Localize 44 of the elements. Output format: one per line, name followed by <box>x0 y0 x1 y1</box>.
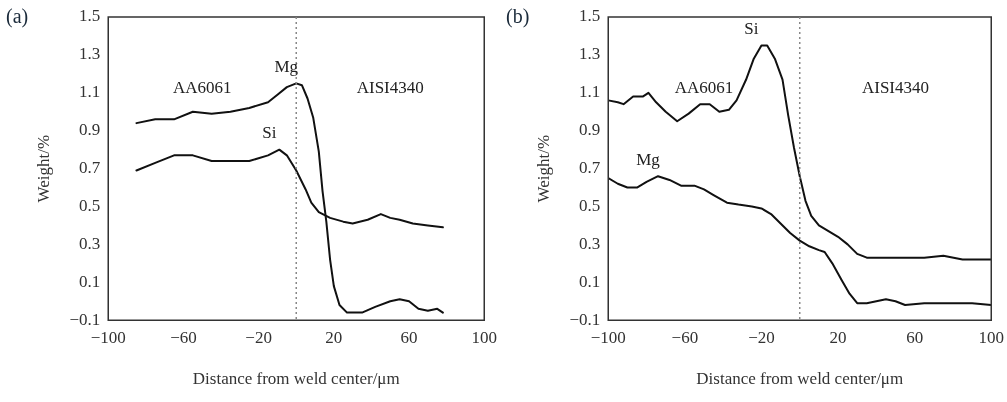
y-tick-label: 0.5 <box>578 195 601 215</box>
series-label: Mg <box>274 56 299 76</box>
y-tick-label: 1.1 <box>78 82 101 102</box>
x-tick-label: −20 <box>245 327 272 347</box>
annotation: AA6061 <box>172 78 232 98</box>
chart-title: (a) <box>6 5 29 29</box>
annotation: AA6061 <box>674 78 734 98</box>
annotation: AISI4340 <box>356 78 424 98</box>
y-tick-label: 1.3 <box>78 44 101 64</box>
y-tick-label: 0.7 <box>578 158 601 178</box>
y-tick-label: 0.7 <box>78 158 101 178</box>
y-tick-label: 0.9 <box>578 120 601 140</box>
y-tick-label: 0.3 <box>578 233 601 253</box>
series-label: Si <box>262 123 277 143</box>
x-tick-label: 20 <box>829 327 847 347</box>
x-tick-label: −20 <box>748 327 775 347</box>
y-tick-label: −0.1 <box>69 309 101 329</box>
y-tick-label: 0.1 <box>78 271 101 291</box>
chart-title: (b) <box>506 5 530 29</box>
x-tick-label: −60 <box>671 327 699 347</box>
x-axis-title: Distance from weld center/μm <box>192 369 400 389</box>
y-tick-label: 1.5 <box>78 6 101 26</box>
y-tick-label: 0.3 <box>78 233 101 253</box>
series-label: Si <box>744 18 759 38</box>
x-tick-label: 100 <box>978 327 1004 347</box>
y-axis-title: Weight/% <box>33 134 53 203</box>
x-tick-label: −100 <box>90 327 126 347</box>
x-tick-label: −100 <box>590 327 626 347</box>
series-label: Mg <box>636 149 661 169</box>
y-tick-label: 1.3 <box>578 44 601 64</box>
x-tick-label: 60 <box>400 327 418 347</box>
x-tick-label: 100 <box>471 327 497 347</box>
y-tick-label: 0.5 <box>78 195 101 215</box>
x-axis-title: Distance from weld center/μm <box>696 369 904 389</box>
annotation: AISI4340 <box>861 78 930 98</box>
y-axis-title: Weight/% <box>533 134 553 203</box>
y-tick-label: 1.5 <box>578 6 601 26</box>
y-tick-label: 0.9 <box>78 120 101 140</box>
x-tick-label: 20 <box>325 327 343 347</box>
y-tick-label: 1.1 <box>578 82 601 102</box>
x-tick-label: −60 <box>170 327 197 347</box>
y-tick-label: −0.1 <box>569 309 601 329</box>
x-tick-label: 60 <box>906 327 924 347</box>
y-tick-label: 0.1 <box>578 271 601 291</box>
